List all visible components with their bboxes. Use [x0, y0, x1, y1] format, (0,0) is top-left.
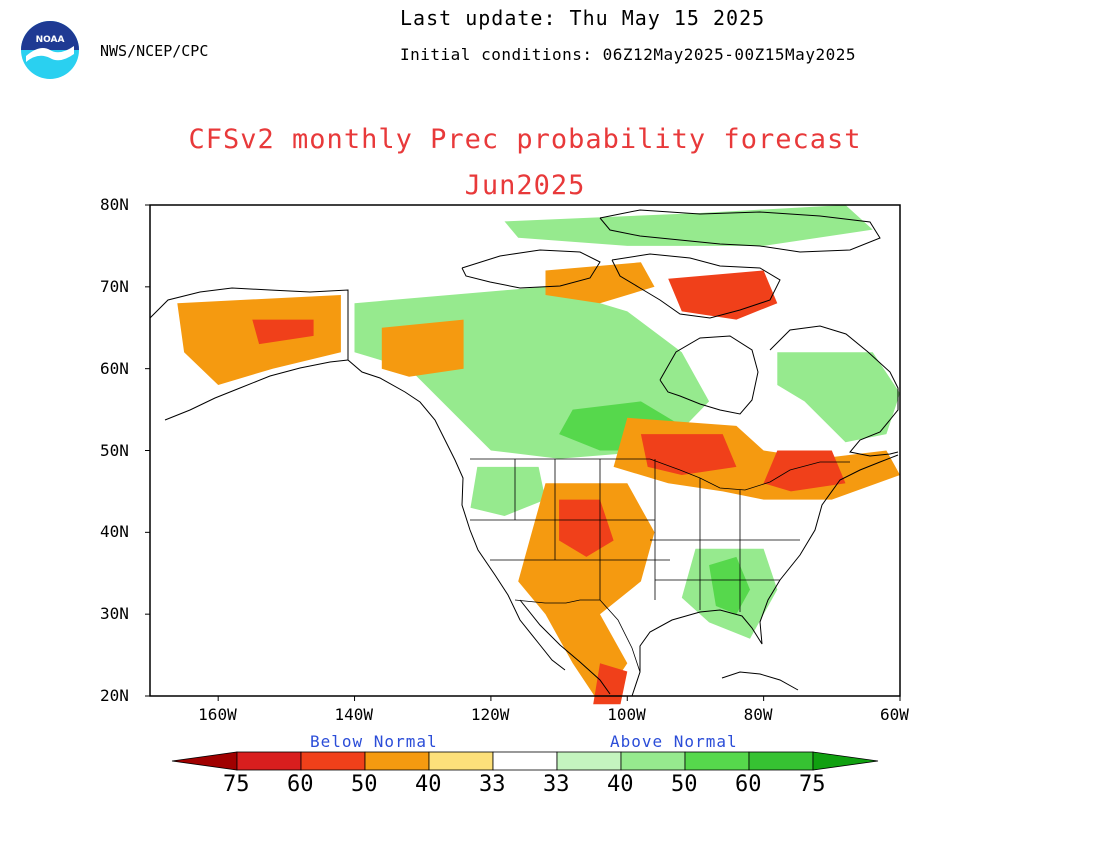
lon-label: 100W	[607, 705, 646, 724]
region-below-40-8	[381, 319, 464, 377]
lat-label: 50N	[100, 440, 129, 460]
legend-swatch	[492, 751, 558, 771]
coastline-arctic-2	[611, 253, 781, 319]
legend-number: 40	[415, 772, 442, 797]
political-boundaries	[347, 290, 850, 673]
border-us-mexico	[514, 599, 641, 673]
lat-label: 30N	[100, 604, 129, 624]
region-above-40-5	[470, 466, 546, 516]
coastline-outlines	[149, 209, 899, 697]
legend-swatch	[620, 751, 686, 771]
border-us-canada-east	[649, 458, 850, 491]
initial-conditions-text: Initial conditions: 06Z12May2025-00Z15Ma…	[400, 45, 856, 64]
lat-label: 60N	[100, 358, 129, 378]
region-below-50-11	[763, 450, 846, 492]
legend-swatch	[556, 751, 622, 771]
lat-label: 80N	[100, 195, 129, 214]
logo-text: NOAA	[36, 35, 65, 45]
coastline-alaska	[149, 287, 566, 671]
region-below-40-12	[518, 483, 655, 705]
legend-number: 75	[223, 772, 250, 797]
coastline-arctic-3	[599, 209, 881, 253]
noaa-logo: NOAA	[20, 20, 80, 80]
probability-shading-layer	[177, 205, 900, 705]
coastline-mexico-west	[519, 599, 611, 695]
map-subtitle: Jun2025	[464, 170, 586, 201]
lat-label: 40N	[100, 522, 129, 542]
region-above-40-4	[777, 352, 900, 443]
lat-label: 20N	[100, 686, 129, 705]
legend-swatch	[428, 751, 494, 771]
coastline-arctic-1	[461, 249, 601, 289]
legend-number: 40	[607, 772, 634, 797]
map-title: CFSv2 monthly Prec probability forecast	[188, 124, 862, 155]
region-above-40-17	[504, 205, 873, 246]
lon-label: 80W	[743, 705, 773, 724]
legend-swatch	[684, 751, 750, 771]
last-update-text: Last update: Thu May 15 2025	[400, 6, 766, 30]
legend-number: 75	[799, 772, 826, 797]
region-below-40-15	[545, 262, 655, 304]
legend-number: 50	[671, 772, 698, 797]
legend-swatch	[300, 751, 366, 771]
lon-label: 160W	[198, 705, 237, 724]
legend-number: 50	[351, 772, 378, 797]
legend-number: 60	[287, 772, 314, 797]
coastline-hudson-bay	[659, 335, 759, 415]
lon-label: 60W	[880, 705, 909, 724]
region-below-50-7	[252, 319, 314, 345]
region-below-50-14	[593, 663, 628, 705]
legend-swatch	[236, 751, 302, 771]
legend-swatch	[812, 751, 879, 771]
legend-number: 33	[543, 772, 570, 797]
below-normal-label: Below Normal	[310, 732, 438, 751]
legend-swatch	[171, 751, 238, 771]
coastline-gulf	[631, 454, 899, 697]
legend-swatch	[364, 751, 430, 771]
legend-swatch	[748, 751, 814, 771]
lon-label: 140W	[334, 705, 374, 724]
lon-label: 120W	[470, 705, 510, 724]
legend-number: 33	[479, 772, 506, 797]
lat-label: 70N	[100, 276, 129, 296]
coastline-cuba	[721, 671, 799, 691]
color-legend	[171, 751, 879, 771]
coastline-alaska-south	[164, 359, 349, 421]
legend-number: 60	[735, 772, 762, 797]
above-normal-label: Above Normal	[610, 732, 738, 751]
coastline-labrador	[769, 325, 899, 457]
region-below-50-16	[668, 270, 778, 320]
agency-label: NWS/NCEP/CPC	[100, 42, 209, 60]
axis-ticks	[145, 204, 901, 701]
